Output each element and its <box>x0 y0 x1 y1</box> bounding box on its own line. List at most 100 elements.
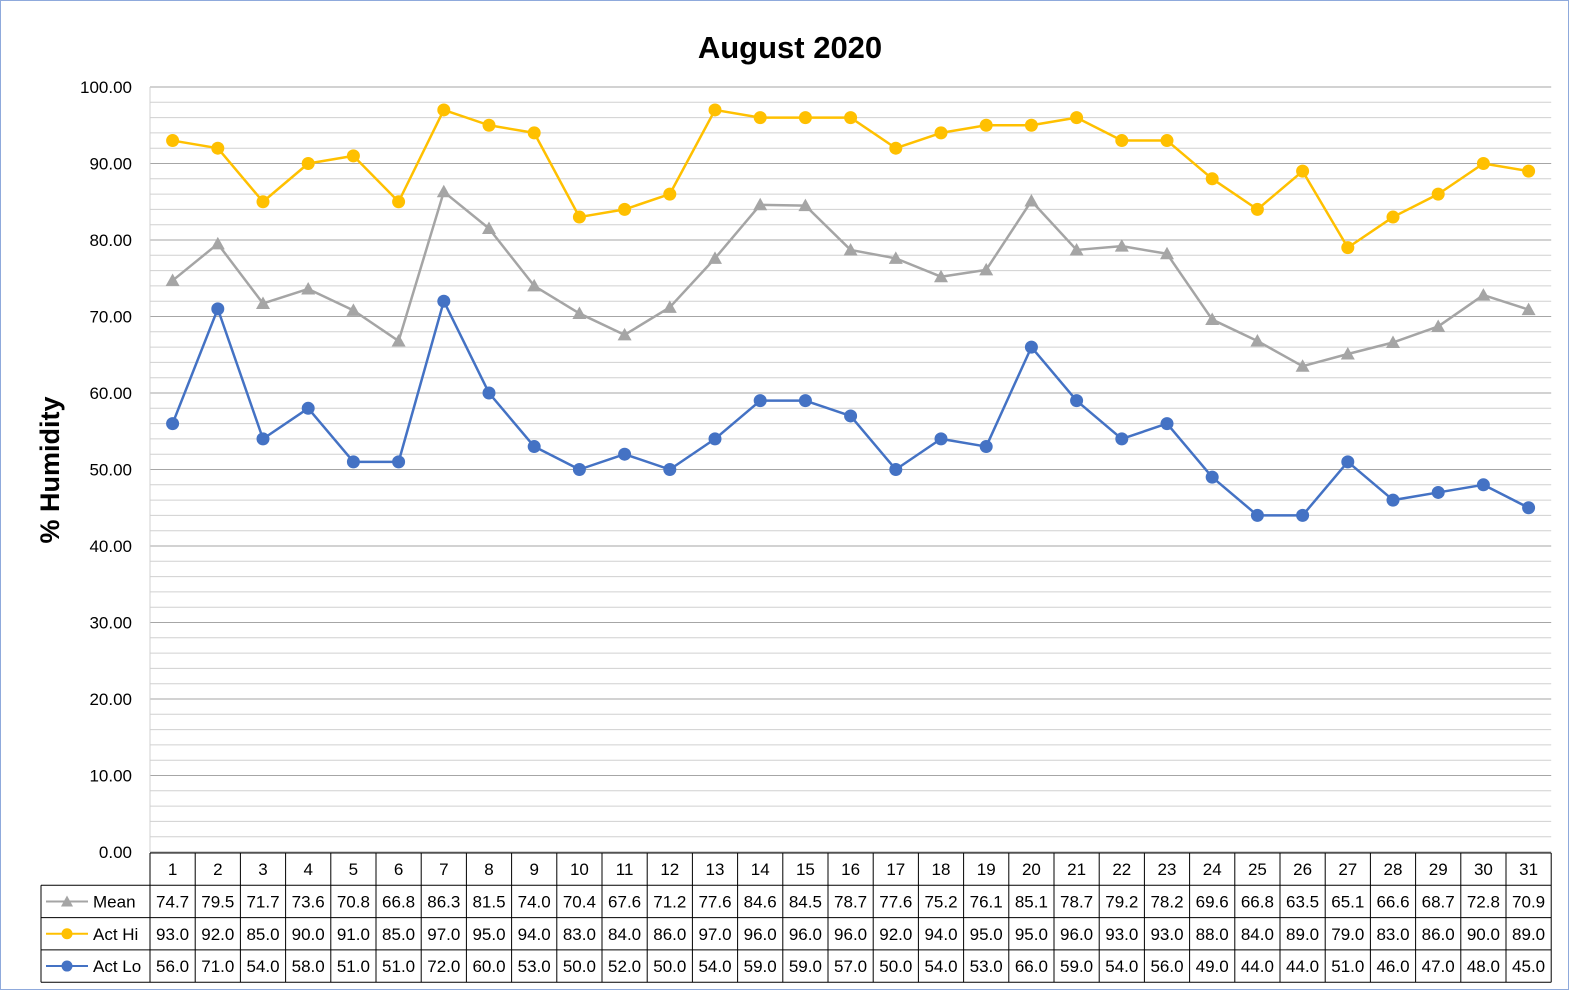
data-point-mean <box>572 306 587 319</box>
data-table-cell: 71.2 <box>653 892 686 911</box>
data-table-cell: 65.1 <box>1331 892 1364 911</box>
y-axis-label: % Humidity <box>35 396 65 543</box>
x-tick-label: 16 <box>841 860 860 879</box>
data-point-mean <box>1250 333 1265 347</box>
x-tick-label: 22 <box>1112 860 1131 879</box>
data-table-cell: 50.0 <box>879 957 912 976</box>
data-point-mean <box>256 296 270 309</box>
data-table-cell: 70.4 <box>563 892 596 911</box>
y-tick-label: 50.00 <box>89 461 132 480</box>
data-table-cell: 85.0 <box>246 925 279 944</box>
data-point-mean <box>165 273 180 287</box>
x-tick-label: 7 <box>439 860 448 879</box>
data-table-cell: 75.2 <box>924 892 957 911</box>
data-point-mean <box>934 269 948 283</box>
data-table-cell: 66.6 <box>1376 892 1409 911</box>
data-point-mean <box>1431 319 1446 332</box>
data-table-cell: 50.0 <box>653 957 686 976</box>
data-table-cell: 84.5 <box>789 892 822 911</box>
x-tick-label: 1 <box>168 860 177 879</box>
data-table-cell: 59.0 <box>1060 957 1093 976</box>
data-point-act-lo <box>1024 340 1038 354</box>
data-table-cell: 92.0 <box>201 925 234 944</box>
data-table-cell: 50.0 <box>563 957 596 976</box>
data-table-cell: 51.0 <box>1331 957 1364 976</box>
data-point-act-hi <box>889 141 903 155</box>
data-point-act-hi <box>1296 164 1310 178</box>
y-tick-label: 90.00 <box>89 155 132 174</box>
data-point-mean <box>1340 346 1355 360</box>
data-table-cell: 79.0 <box>1331 925 1364 944</box>
data-table-cell: 72.8 <box>1467 892 1500 911</box>
data-point-act-lo <box>798 394 812 408</box>
data-point-act-lo <box>1205 470 1219 484</box>
data-point-act-hi <box>301 157 315 170</box>
data-table-cell: 95.0 <box>472 925 505 944</box>
data-table-cell: 70.9 <box>1512 892 1545 911</box>
data-point-mean <box>1521 302 1536 316</box>
legend-key-marker <box>61 960 73 972</box>
legend-label: Act Hi <box>93 925 138 944</box>
data-table-cell: 84.0 <box>608 925 641 944</box>
data-point-act-lo <box>166 417 180 431</box>
legend-key-marker <box>61 928 73 940</box>
data-point-mean <box>436 184 451 198</box>
data-point-mean <box>346 303 361 316</box>
data-point-act-lo <box>708 432 722 446</box>
data-table-cell: 83.0 <box>1376 925 1409 944</box>
legend-label: Act Lo <box>93 957 141 976</box>
series-markers <box>165 103 1536 522</box>
data-point-mean <box>753 197 768 211</box>
data-table-cell: 84.0 <box>1241 925 1274 944</box>
data-point-mean <box>391 333 406 347</box>
x-tick-label: 26 <box>1293 860 1312 879</box>
data-point-act-lo <box>934 432 948 446</box>
data-point-act-hi <box>1250 202 1264 216</box>
data-point-mean <box>1160 246 1174 260</box>
data-table-cell: 60.0 <box>472 957 505 976</box>
data-point-mean <box>1069 242 1084 256</box>
y-tick-label: 70.00 <box>89 308 132 327</box>
data-table-cell: 93.0 <box>1105 925 1138 944</box>
data-table-cell: 84.6 <box>744 892 777 911</box>
data-table-cell: 74.0 <box>518 892 551 911</box>
data-point-mean <box>1386 335 1400 349</box>
data-point-act-lo <box>889 463 903 476</box>
data-point-act-hi <box>753 111 767 125</box>
x-tick-label: 31 <box>1519 860 1538 879</box>
x-tick-label: 10 <box>570 860 589 879</box>
gridlines <box>149 86 1552 853</box>
data-point-mean <box>662 300 677 313</box>
x-tick-label: 3 <box>258 860 267 879</box>
data-table-cell: 72.0 <box>427 957 460 976</box>
data-point-act-hi <box>346 149 360 163</box>
legend-key-marker <box>61 895 73 907</box>
data-table-cell: 66.8 <box>382 892 415 911</box>
data-point-act-lo <box>256 432 270 446</box>
data-table-cell: 54.0 <box>246 957 279 976</box>
data-point-act-lo <box>1250 508 1264 522</box>
data-table-cell: 67.6 <box>608 892 641 911</box>
data-point-act-lo <box>346 455 360 469</box>
data-table-cell: 86.0 <box>653 925 686 944</box>
data-table-cell: 73.6 <box>292 892 325 911</box>
x-tick-label: 19 <box>977 860 996 879</box>
data-point-act-lo <box>1115 432 1129 446</box>
data-point-act-hi <box>618 202 632 216</box>
data-point-mean <box>888 251 903 264</box>
data-table: 1 2 3 4 5 6 7 8 9 10 11 12 13 14 15 16 17 18 19 20 21 22 23 24 2… <box>40 852 1552 983</box>
data-table-cell: 59.0 <box>744 957 777 976</box>
y-tick-label: 40.00 <box>89 537 132 556</box>
data-point-act-hi <box>1205 172 1219 186</box>
data-table-cell: 93.0 <box>156 925 189 944</box>
data-table-cell: 93.0 <box>1150 925 1183 944</box>
data-table-cell: 51.0 <box>337 957 370 976</box>
data-point-act-hi <box>1476 157 1490 170</box>
data-table-cell: 74.7 <box>156 892 189 911</box>
data-point-act-lo <box>1386 493 1400 507</box>
data-table-cell: 44.0 <box>1241 957 1274 976</box>
data-table-cell: 63.5 <box>1286 892 1319 911</box>
x-tick-label: 6 <box>394 860 403 879</box>
data-point-act-lo <box>527 440 541 454</box>
data-point-act-hi <box>527 126 541 140</box>
